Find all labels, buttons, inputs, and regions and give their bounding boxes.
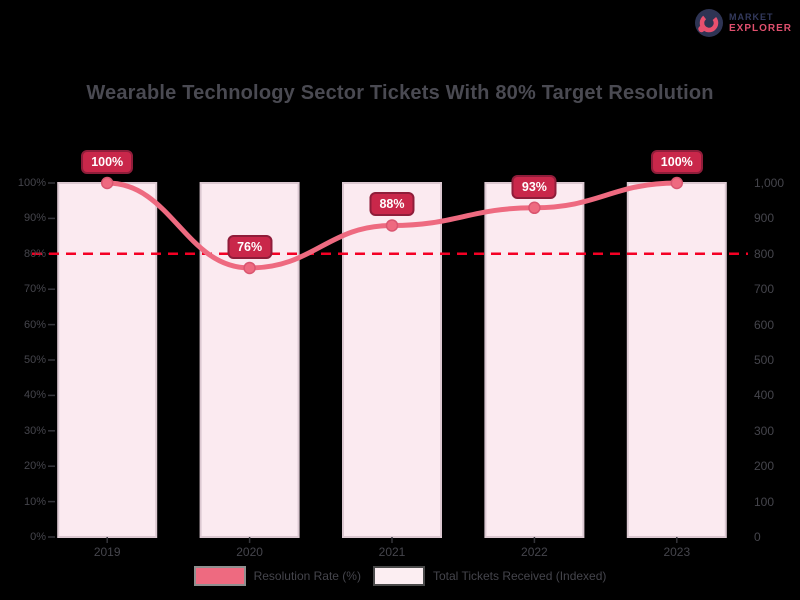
y-axis-label-right: 100 bbox=[754, 494, 775, 509]
legend-swatch-bar-series bbox=[372, 566, 425, 586]
y-axis-label-left: 40% bbox=[23, 389, 46, 402]
data-point-badge: 76% bbox=[227, 234, 273, 259]
x-axis-label: 2019 bbox=[93, 545, 121, 559]
x-axis-label: 2021 bbox=[378, 545, 406, 559]
line-point bbox=[243, 261, 256, 275]
legend-swatch-line-series bbox=[193, 566, 246, 586]
bar bbox=[626, 182, 727, 538]
y-axis-label-left: 20% bbox=[23, 460, 46, 473]
line-point bbox=[528, 201, 541, 215]
y-axis-label-left: 100% bbox=[17, 177, 46, 189]
y-axis-label-right: 500 bbox=[754, 353, 775, 367]
x-axis-label: 2023 bbox=[663, 545, 691, 559]
y-axis-label-left: 30% bbox=[23, 424, 46, 437]
chart-title: Wearable Technology Sector Tickets With … bbox=[86, 82, 714, 104]
brand-line2: EXPLORER bbox=[728, 23, 792, 34]
data-point-badge: 100% bbox=[81, 150, 134, 174]
line-point bbox=[100, 176, 114, 190]
y-axis-label-left: 80% bbox=[23, 247, 46, 260]
data-point-badge: 93% bbox=[511, 174, 557, 199]
bar bbox=[484, 182, 585, 538]
y-axis-label-left: 90% bbox=[23, 212, 46, 225]
legend-label-line-series: Resolution Rate (%) bbox=[253, 569, 361, 583]
y-axis-label-left: 60% bbox=[23, 318, 46, 331]
chart-legend: Resolution Rate (%) Total Tickets Receiv… bbox=[0, 566, 800, 586]
legend-item-ticket-volume: Total Tickets Received (Indexed) bbox=[372, 566, 607, 586]
legend-item-resolution-rate: Resolution Rate (%) bbox=[193, 566, 361, 586]
legend-label-bar-series: Total Tickets Received (Indexed) bbox=[432, 569, 607, 583]
brand-logo: MARKET EXPLORER bbox=[694, 8, 792, 38]
y-axis-label-left: 70% bbox=[23, 283, 46, 296]
x-axis-label: 2020 bbox=[236, 545, 263, 559]
y-axis-label-left: 10% bbox=[23, 495, 46, 508]
y-axis-label-right: 400 bbox=[754, 388, 775, 403]
data-point-badge: 88% bbox=[369, 192, 415, 217]
y-axis-label-right: 700 bbox=[754, 282, 775, 297]
line-point bbox=[670, 176, 684, 190]
y-axis-label-right: 200 bbox=[754, 459, 775, 474]
donut-chart-icon bbox=[694, 9, 723, 37]
y-axis-label-left: 50% bbox=[23, 354, 46, 366]
bar bbox=[57, 182, 158, 538]
y-axis-label-right: 0 bbox=[754, 530, 761, 544]
y-axis-label-right: 300 bbox=[754, 423, 775, 438]
trend-line bbox=[104, 180, 680, 271]
y-axis-label-left: 0% bbox=[30, 531, 46, 543]
bar bbox=[342, 182, 442, 538]
y-axis-label-right: 1,000 bbox=[754, 176, 785, 190]
brand-line1: MARKET bbox=[728, 12, 774, 22]
x-axis-label: 2022 bbox=[521, 545, 548, 559]
y-axis-label-right: 900 bbox=[754, 211, 775, 226]
line-point bbox=[385, 219, 399, 232]
y-axis-label-right: 800 bbox=[754, 246, 775, 261]
y-axis-label-right: 600 bbox=[754, 317, 775, 332]
data-point-badge: 100% bbox=[650, 150, 703, 174]
brand-name: MARKET EXPLORER bbox=[729, 12, 792, 34]
